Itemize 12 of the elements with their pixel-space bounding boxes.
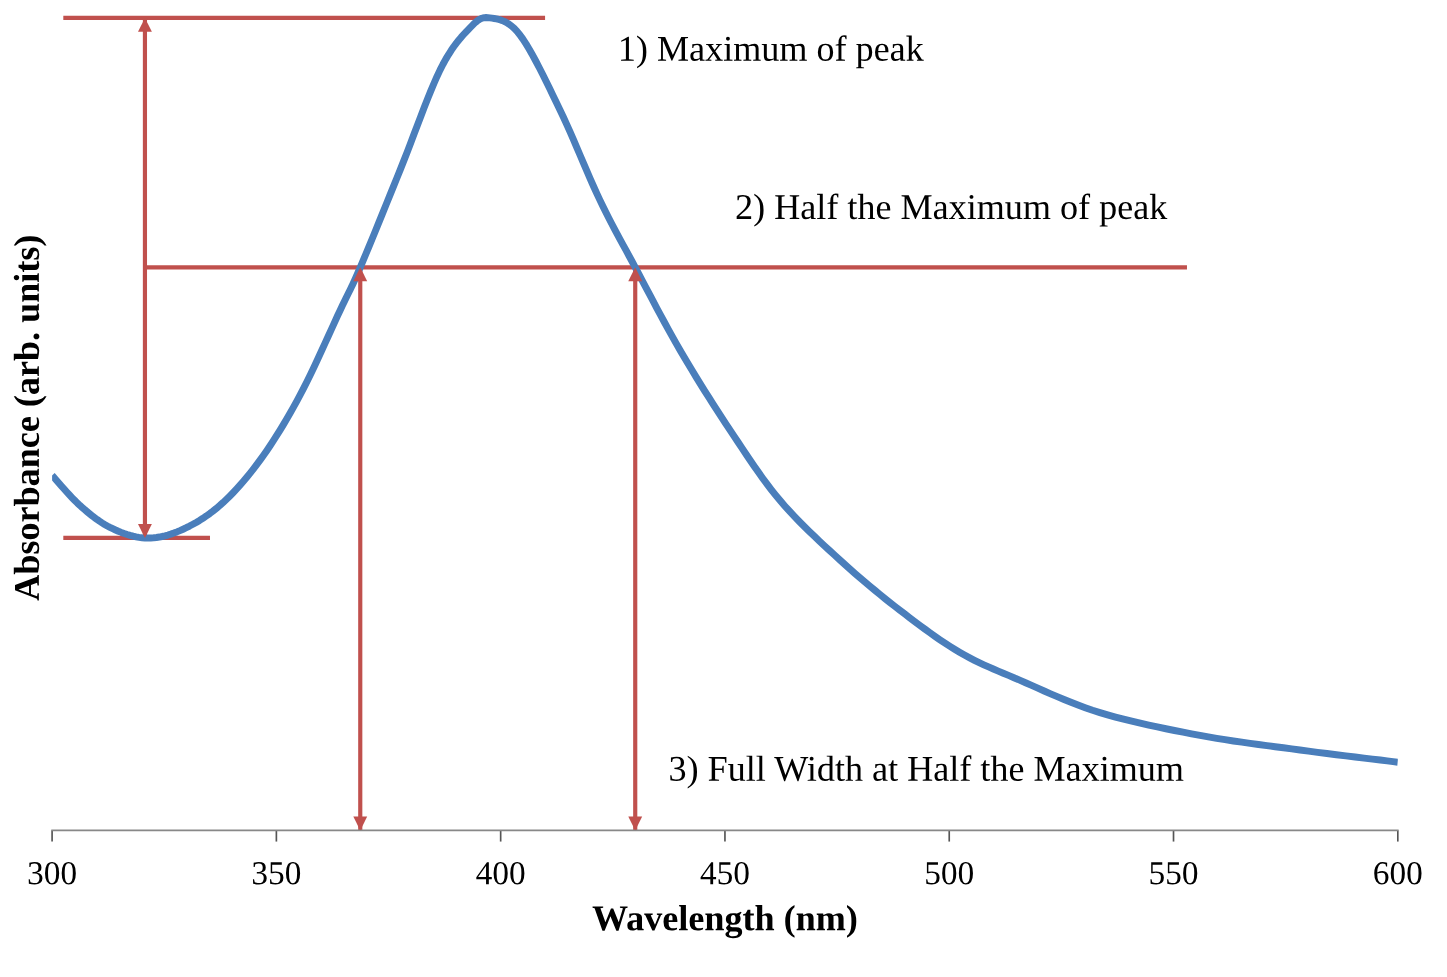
x-tick-label: 400	[476, 861, 525, 885]
y-axis-title: Absorbance (arb. units)	[13, 236, 47, 601]
x-axis-title: Wavelength (nm)	[592, 905, 857, 939]
x-tick-label: 550	[1150, 861, 1198, 885]
x-tick-label: 300	[28, 861, 76, 885]
x-tick-label: 600	[1374, 861, 1422, 885]
annotation: 1) Maximum of peak	[621, 35, 924, 69]
x-tick-label: 350	[252, 861, 301, 885]
annotation: 3) Full Width at Half the Maximum	[670, 755, 1184, 789]
x-tick-label: 500	[926, 861, 973, 885]
x-tick-label: 450	[700, 861, 749, 885]
annotation: 2) Half the Maximum of peak	[736, 193, 1168, 227]
